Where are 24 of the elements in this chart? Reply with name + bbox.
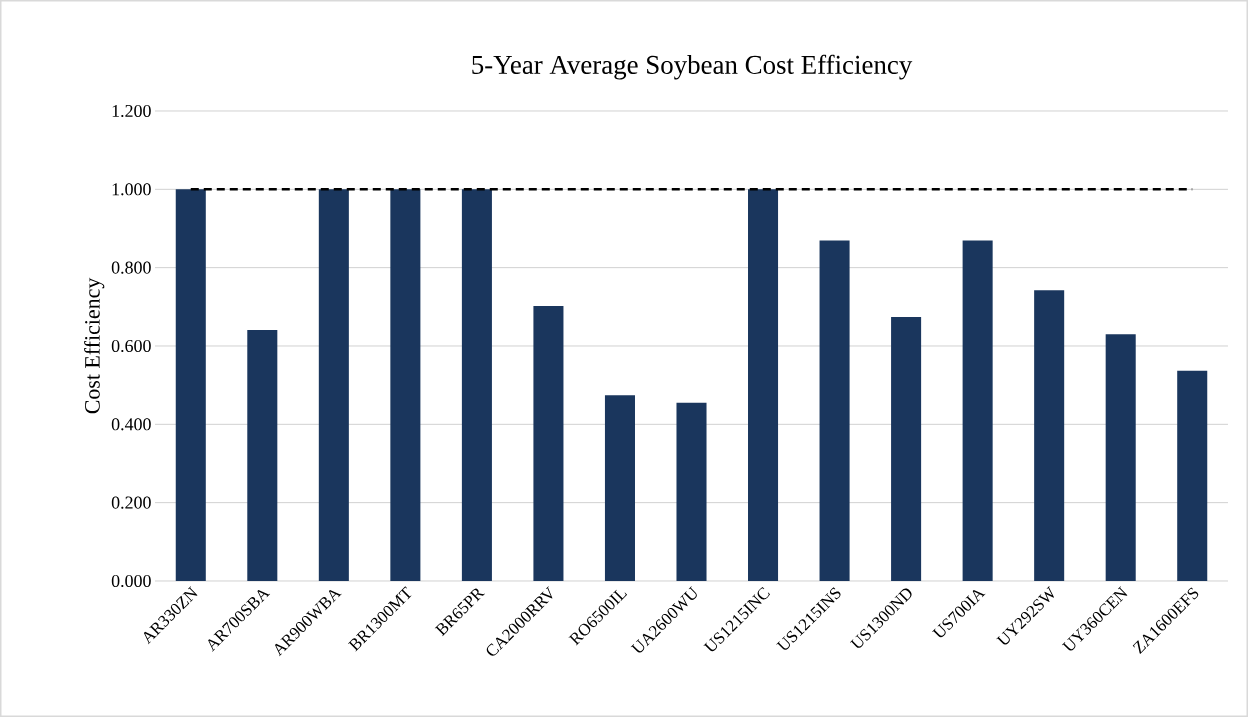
bar [604,395,635,581]
bar [748,189,779,581]
y-tick-label: 1.200 [112,104,151,118]
y-tick-label: 0.600 [111,339,151,353]
y-tick-label: 0.200 [111,496,151,509]
bar [962,240,993,581]
bar [461,189,492,581]
y-axis-title: Cost Efficiency [84,277,105,414]
y-tick-label: 0.000 [111,574,151,588]
y-tick-label: 1.000 [112,183,151,196]
bar [318,189,349,581]
y-tick-label: 0.800 [111,261,151,274]
chart-title: 5-Year Average Soybean Cost Efficiency [472,54,913,80]
bar [1105,334,1136,581]
bar [390,189,421,581]
bar [1034,290,1065,581]
bar [891,317,922,581]
bar [533,306,564,581]
bar [1177,370,1208,581]
bar [247,329,278,581]
bar [819,240,850,581]
y-tick-label: 0.400 [111,418,151,431]
bar [175,189,206,581]
bar [676,402,707,581]
